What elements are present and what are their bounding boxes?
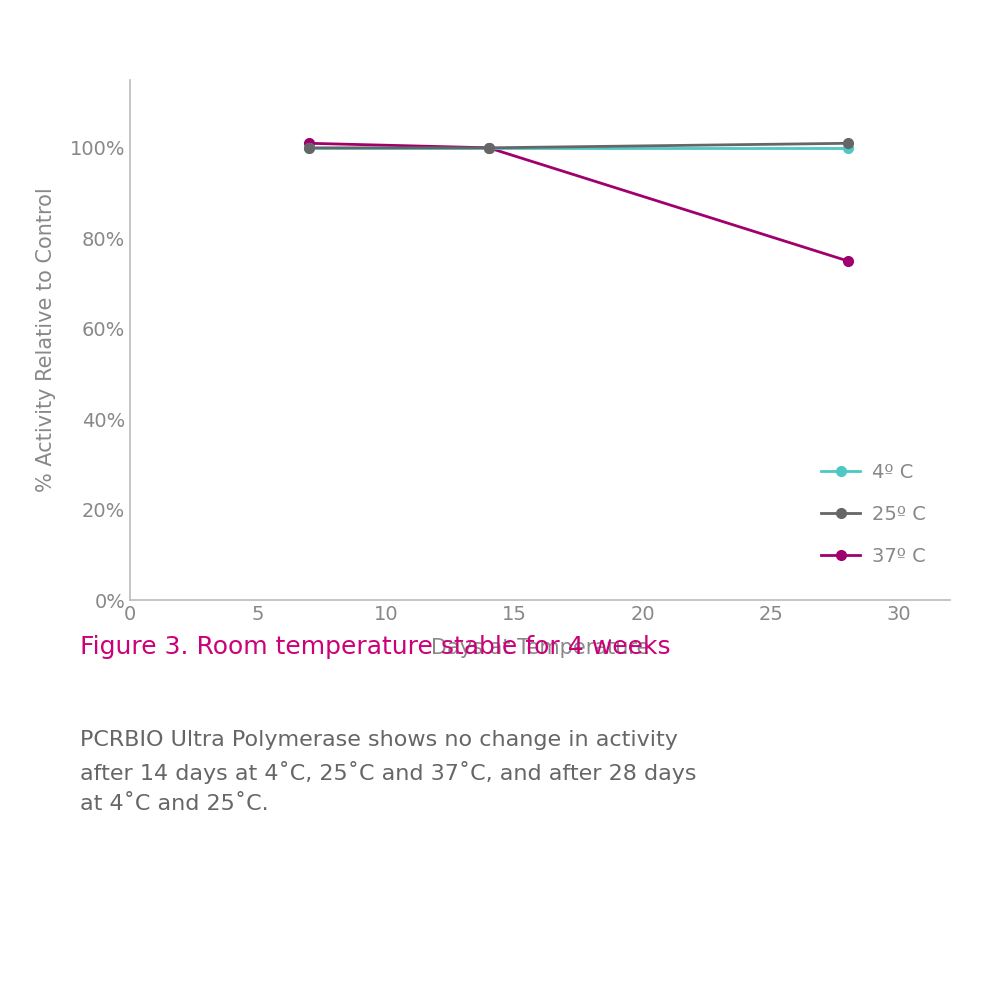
Line: 4º C: 4º C: [305, 143, 852, 153]
Text: PCRBIO Ultra Polymerase shows no change in activity
after 14 days at 4˚C, 25˚C a: PCRBIO Ultra Polymerase shows no change …: [80, 730, 696, 814]
37º C: [842, 255, 854, 267]
X-axis label: Days at Temperature: Days at Temperature: [431, 638, 649, 658]
Legend: 4º C, 25º C, 37º C: 4º C, 25º C, 37º C: [814, 455, 934, 574]
4º C: [303, 142, 315, 154]
37º C: [483, 142, 495, 154]
25º C: [483, 142, 495, 154]
4º C: [842, 142, 854, 154]
Line: 25º C: 25º C: [305, 138, 852, 153]
Text: Figure 3. Room temperature stable for 4 weeks: Figure 3. Room temperature stable for 4 …: [80, 635, 671, 659]
37º C: [303, 137, 315, 149]
25º C: [842, 137, 854, 149]
Line: 37º C: 37º C: [305, 138, 852, 266]
25º C: [303, 142, 315, 154]
4º C: [483, 142, 495, 154]
Y-axis label: % Activity Relative to Control: % Activity Relative to Control: [36, 188, 56, 492]
